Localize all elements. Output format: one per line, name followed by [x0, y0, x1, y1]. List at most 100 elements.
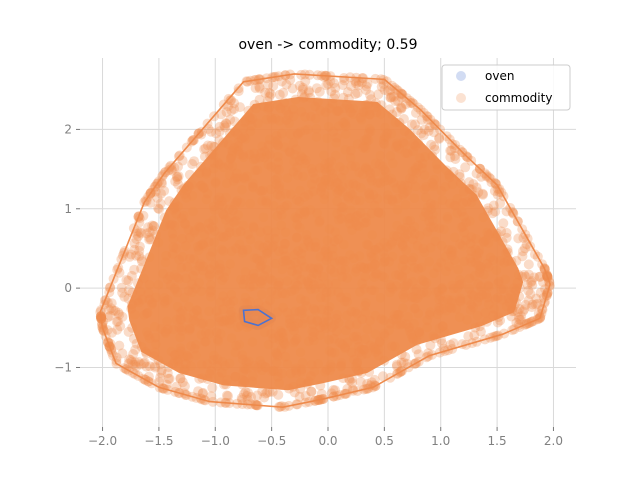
scatter-point — [448, 338, 459, 349]
scatter-point — [268, 81, 279, 91]
scatter-point — [396, 103, 407, 114]
scatter-point — [163, 373, 174, 384]
scatter-point — [154, 204, 165, 215]
scatter-point — [338, 73, 349, 83]
scatter-point — [416, 128, 427, 139]
scatter-point — [257, 386, 268, 397]
scatter-point — [478, 189, 488, 200]
scatter-point — [325, 76, 336, 87]
scatter-point — [523, 269, 534, 280]
scatter-point — [346, 81, 357, 92]
scatter-point — [278, 87, 289, 98]
scatter-point — [396, 102, 407, 113]
scatter-point — [447, 139, 458, 149]
scatter-point — [449, 151, 460, 161]
scatter-point — [206, 391, 217, 402]
scatter-point — [534, 271, 545, 282]
scatter-point — [379, 85, 390, 95]
scatter-point — [362, 378, 373, 389]
scatter-point — [233, 86, 244, 97]
scatter-point — [150, 362, 161, 373]
scatter-point — [134, 241, 145, 252]
scatter-point — [155, 372, 166, 383]
scatter-point — [131, 361, 142, 372]
scatter-point — [276, 401, 287, 412]
scatter-point — [242, 394, 253, 405]
scatter-point — [111, 316, 122, 327]
scatter-point — [365, 90, 376, 100]
scatter-point — [514, 314, 525, 325]
scatter-point — [219, 120, 230, 131]
scatter-point — [197, 126, 207, 137]
hull-oven — [242, 308, 274, 327]
scatter-point — [199, 144, 210, 155]
scatter-point — [385, 92, 396, 103]
scatter-point — [113, 316, 123, 327]
scatter-point — [123, 358, 134, 369]
scatter-point — [398, 357, 409, 368]
scatter-point — [523, 295, 534, 306]
scatter-point — [144, 232, 155, 243]
scatter-point — [445, 152, 456, 163]
scatter-point — [300, 76, 311, 87]
scatter-point — [121, 275, 132, 285]
scatter-point — [481, 171, 492, 182]
legend-marker-oven — [456, 71, 466, 81]
scatter-series-commodity — [95, 69, 555, 412]
scatter-point — [148, 221, 159, 232]
scatter-point — [112, 324, 123, 335]
scatter-point — [285, 74, 296, 85]
scatter-point — [106, 327, 117, 338]
scatter-point — [172, 174, 183, 185]
scatter-point — [207, 382, 218, 393]
x-tick-label: 0.5 — [375, 434, 394, 448]
scatter-point — [287, 83, 298, 94]
scatter-point — [254, 81, 265, 92]
scatter-point — [102, 312, 113, 323]
scatter-point — [141, 228, 152, 239]
scatter-point — [376, 81, 387, 92]
scatter-point — [385, 85, 396, 95]
scatter-point — [138, 210, 149, 221]
scatter-point — [129, 244, 140, 255]
scatter-point — [154, 377, 165, 387]
scatter-point — [501, 232, 512, 243]
scatter-point — [501, 227, 512, 238]
scatter-point — [144, 227, 155, 238]
scatter-point — [512, 306, 523, 317]
scatter-point — [321, 80, 332, 91]
scatter-point — [294, 391, 305, 402]
scatter-point — [304, 87, 314, 98]
scatter-point — [162, 368, 173, 379]
scatter-point — [347, 377, 358, 388]
scatter-point — [252, 390, 263, 401]
scatter-point — [306, 386, 317, 397]
scatter-point — [254, 83, 265, 94]
scatter-point — [237, 394, 248, 405]
scatter-point — [175, 373, 186, 384]
scatter-point — [445, 339, 456, 350]
scatter-point — [357, 77, 367, 88]
x-tick-label: −2.0 — [88, 434, 117, 448]
scatter-point — [434, 132, 445, 143]
scatter-point — [226, 105, 237, 116]
scatter-point — [126, 249, 137, 260]
scatter-point — [406, 119, 417, 130]
scatter-point — [135, 359, 146, 370]
scatter-point — [366, 377, 377, 388]
scatter-point — [259, 392, 270, 403]
scatter-point — [532, 298, 543, 309]
scatter-point — [134, 245, 145, 256]
scatter-point — [156, 365, 167, 376]
scatter-point — [361, 85, 371, 95]
scatter-point — [361, 81, 372, 92]
scatter-point — [236, 393, 247, 403]
scatter-point — [126, 356, 137, 367]
scatter-point — [378, 371, 388, 382]
scatter-point — [294, 80, 305, 91]
scatter-point — [526, 302, 537, 313]
scatter-point — [198, 387, 208, 398]
scatter-point — [264, 387, 275, 397]
scatter-point — [136, 256, 147, 267]
